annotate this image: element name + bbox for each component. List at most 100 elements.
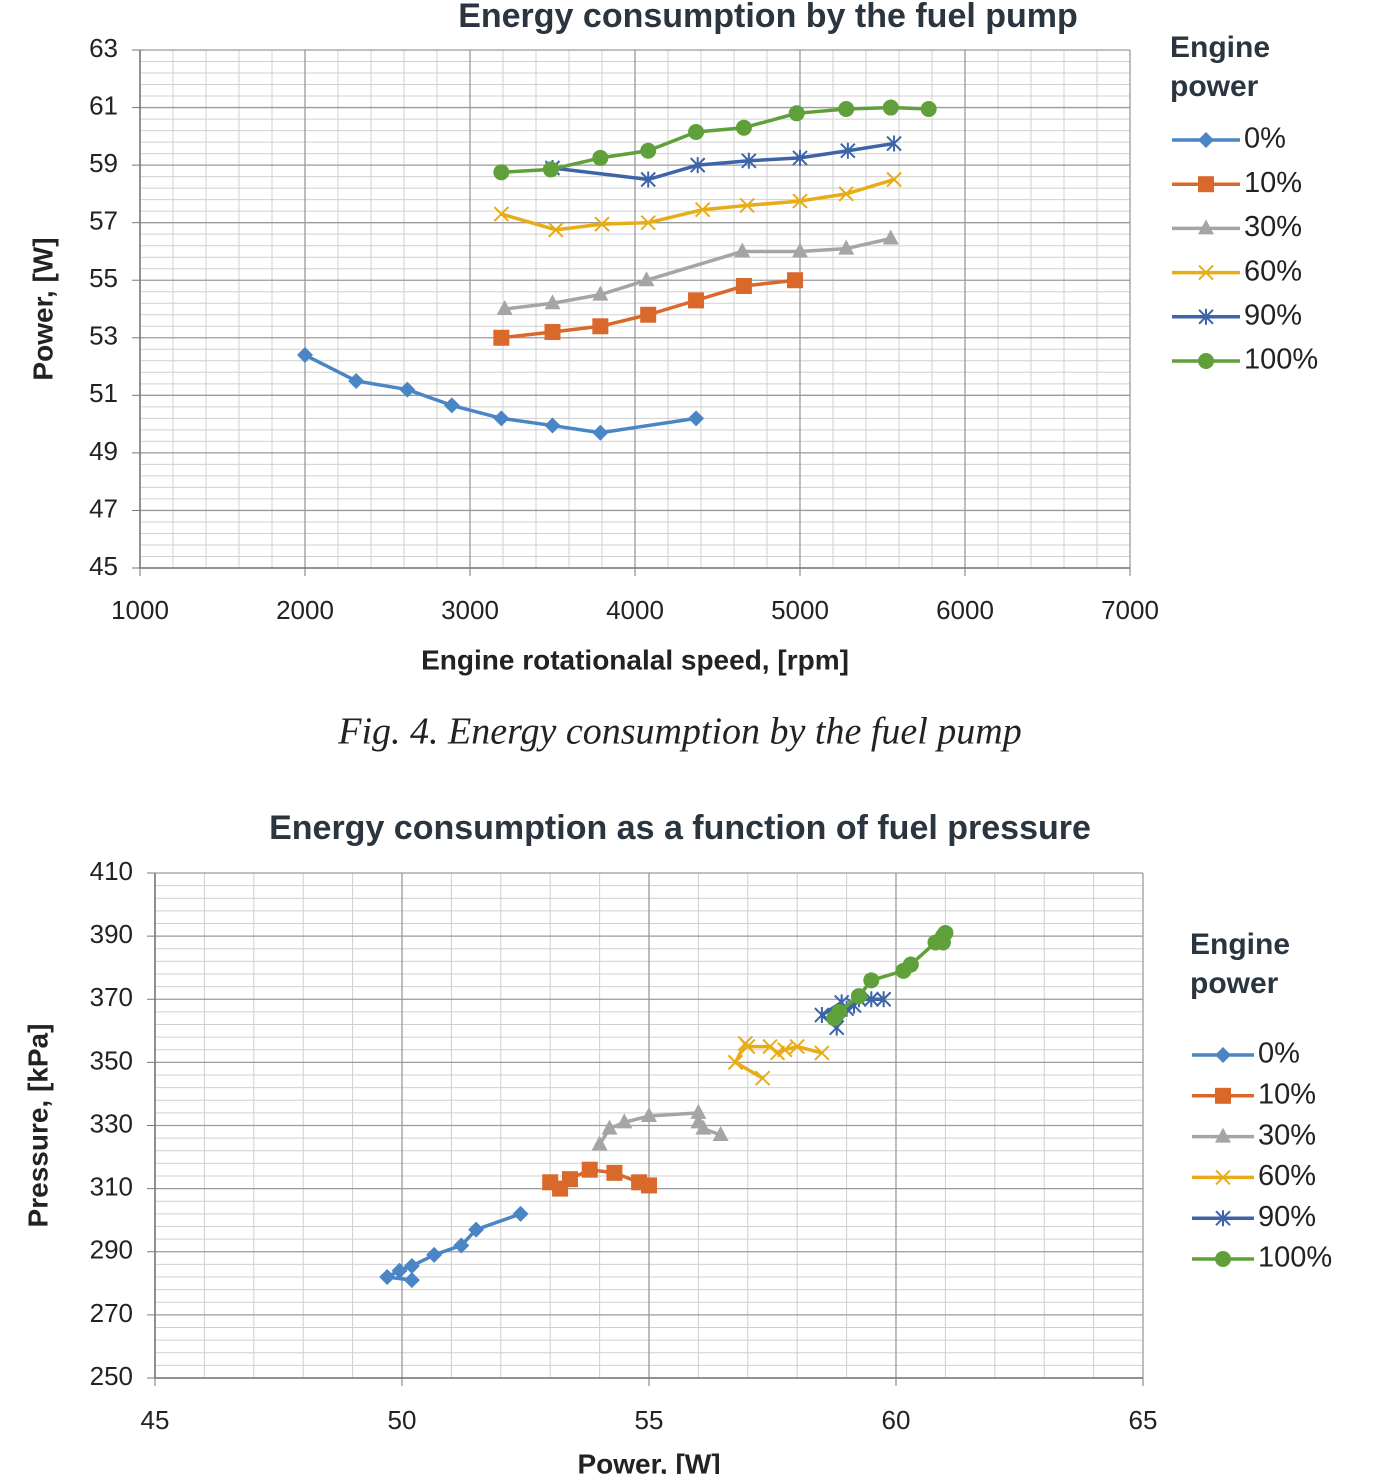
y-tick-label: 270 xyxy=(90,1298,133,1328)
marker xyxy=(638,271,655,287)
marker xyxy=(735,277,752,294)
marker xyxy=(902,956,919,973)
legend-marker xyxy=(1198,308,1214,325)
marker xyxy=(688,124,705,141)
marker xyxy=(641,1177,657,1194)
marker xyxy=(754,1070,771,1086)
x-tick-label: 45 xyxy=(141,1405,170,1435)
series-line xyxy=(304,353,697,435)
y-tick-label: 330 xyxy=(90,1108,133,1138)
legend-label: 90% xyxy=(1244,299,1302,331)
marker xyxy=(688,292,705,309)
marker xyxy=(348,372,365,389)
legend-marker xyxy=(1215,1087,1231,1104)
marker xyxy=(640,214,656,231)
y-axis-label: Pressure, [kPa] xyxy=(22,1024,53,1228)
marker xyxy=(792,193,808,209)
marker xyxy=(739,197,755,214)
marker xyxy=(548,222,564,238)
legend-marker xyxy=(1198,264,1214,281)
legend-label: 10% xyxy=(1258,1078,1316,1110)
marker xyxy=(493,164,510,181)
marker xyxy=(592,149,609,166)
marker xyxy=(690,1103,707,1119)
y-tick-label: 390 xyxy=(90,919,133,949)
marker xyxy=(542,161,559,178)
marker xyxy=(840,142,856,159)
marker xyxy=(735,119,752,136)
marker xyxy=(379,1269,396,1285)
marker xyxy=(592,285,609,301)
legend-marker xyxy=(1215,1127,1231,1143)
chart-title: Energy consumption as a function of fuel… xyxy=(269,809,1091,847)
marker xyxy=(789,1038,805,1055)
legend-label: 60% xyxy=(1258,1160,1316,1192)
marker xyxy=(838,186,854,202)
figure-caption: Fig. 4. Energy consumption by the fuel p… xyxy=(337,711,1022,753)
legend-label: 100% xyxy=(1258,1242,1332,1274)
legend-marker xyxy=(1215,1169,1231,1186)
marker xyxy=(561,1171,578,1188)
marker xyxy=(443,397,460,414)
marker xyxy=(544,417,561,434)
marker xyxy=(875,991,892,1008)
legend-marker xyxy=(1215,1251,1231,1267)
x-tick-label: 7000 xyxy=(1101,595,1159,625)
x-axis-label: Power, [W] xyxy=(577,1448,720,1474)
x-tick-label: 2000 xyxy=(276,595,334,625)
y-axis-label: Power, [W] xyxy=(27,237,58,380)
y-tick-label: 45 xyxy=(89,551,118,581)
legend-marker xyxy=(1215,1047,1231,1063)
legend-label: 0% xyxy=(1244,123,1286,155)
marker xyxy=(592,318,609,335)
marker xyxy=(601,1119,618,1135)
marker xyxy=(741,152,757,169)
legend-marker xyxy=(1198,219,1214,235)
x-tick-label: 50 xyxy=(388,1405,417,1435)
marker xyxy=(641,1107,657,1123)
y-tick-label: 410 xyxy=(90,856,133,886)
y-tick-label: 51 xyxy=(89,378,118,408)
marker xyxy=(594,216,610,232)
marker xyxy=(493,410,510,427)
marker xyxy=(727,1054,744,1071)
marker xyxy=(882,99,899,116)
y-tick-label: 290 xyxy=(90,1235,133,1265)
y-tick-label: 350 xyxy=(90,1045,133,1075)
legend-marker xyxy=(1198,132,1214,148)
marker xyxy=(863,972,880,989)
marker xyxy=(792,242,808,258)
marker xyxy=(920,100,937,117)
marker xyxy=(493,329,510,346)
y-tick-label: 250 xyxy=(90,1361,133,1391)
y-tick-label: 370 xyxy=(90,982,133,1012)
marker xyxy=(694,202,711,218)
legend-label: 60% xyxy=(1244,255,1302,287)
marker xyxy=(712,1125,729,1141)
marker xyxy=(814,1045,830,1061)
marker xyxy=(695,1119,712,1135)
legend-label: 10% xyxy=(1244,167,1302,199)
marker xyxy=(882,229,899,245)
legend-title: Engine power xyxy=(1190,928,1291,1000)
x-tick-label: 55 xyxy=(635,1405,664,1435)
y-tick-label: 57 xyxy=(89,206,118,236)
marker xyxy=(512,1205,529,1222)
y-tick-label: 55 xyxy=(89,263,118,293)
series-line xyxy=(504,236,892,311)
x-tick-label: 4000 xyxy=(606,595,664,625)
y-tick-label: 59 xyxy=(89,148,118,178)
marker xyxy=(426,1246,443,1263)
marker xyxy=(606,1164,623,1181)
marker xyxy=(777,1042,793,1058)
legend-title: Engine power xyxy=(1170,31,1271,103)
marker xyxy=(468,1221,485,1238)
marker xyxy=(934,934,951,951)
x-tick-label: 1000 xyxy=(111,595,169,625)
x-tick-label: 65 xyxy=(1129,1405,1158,1435)
marker xyxy=(792,149,808,166)
marker xyxy=(403,1272,420,1289)
y-tick-label: 63 xyxy=(89,33,118,63)
marker xyxy=(544,324,561,341)
